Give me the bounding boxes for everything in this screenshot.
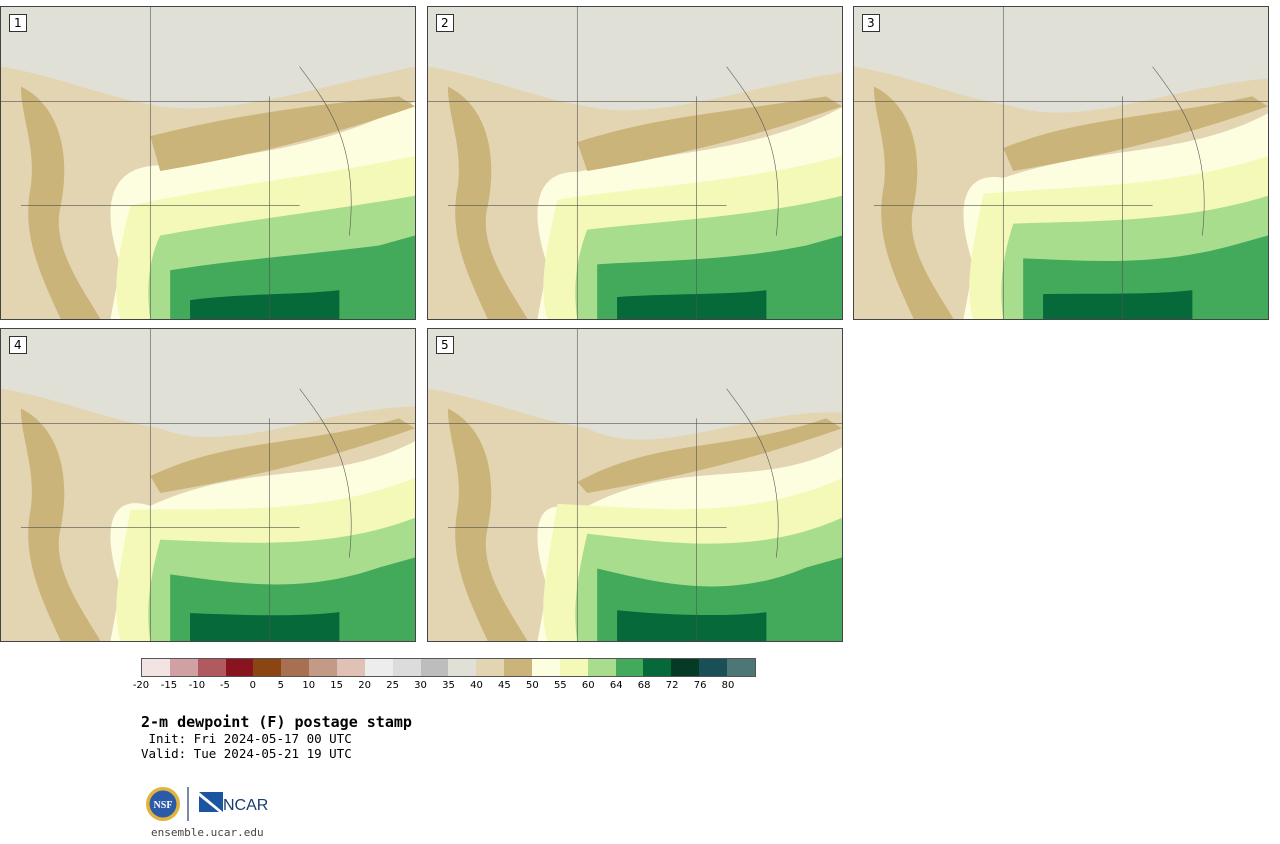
colorbar-tick-label: -10 [188, 680, 206, 691]
init-time: Init: Fri 2024-05-17 00 UTC [141, 731, 352, 746]
colorbar-segment [281, 659, 310, 676]
colorbar-tick-label: 35 [442, 680, 455, 691]
colorbar-tick-label: -5 [219, 680, 230, 691]
source-url: ensemble.ucar.edu [151, 826, 264, 839]
colorbar-segment [253, 659, 282, 676]
green-core [190, 612, 340, 641]
logos: NSF NCAR [146, 787, 268, 821]
colorbar-tick-label: -20 [132, 680, 150, 691]
ncar-logo-icon: NCAR [199, 792, 268, 814]
green-core [190, 290, 340, 319]
state-borders [428, 329, 842, 641]
colorbar-segment [337, 659, 365, 676]
gray-field [1, 329, 415, 438]
plot-title: 2-m dewpoint (F) postage stamp [141, 713, 412, 731]
colorbar-segment [559, 659, 588, 676]
state-borders [1, 329, 415, 641]
dewpoint-map-2 [428, 7, 842, 319]
colorbar-tick-label: 40 [470, 680, 483, 691]
nsf-logo-text: NSF [154, 800, 173, 811]
dry-band [447, 86, 528, 319]
colorbar-tick-label: 20 [358, 680, 371, 691]
colorbar-segment [169, 659, 198, 676]
colorbar-segment [671, 659, 700, 676]
colorbar-segment [699, 659, 728, 676]
dry-band [873, 86, 954, 319]
colorbar-tick-label: 76 [693, 680, 707, 691]
map-panel-1: 1 [0, 6, 416, 320]
colorbar-tick-label: 10 [302, 680, 316, 691]
valid-time: Valid: Tue 2024-05-21 19 UTC [141, 746, 352, 761]
colorbar-segment [504, 659, 533, 676]
colorbar-segment [643, 659, 672, 676]
green-core [617, 290, 767, 319]
colorbar-segment [392, 659, 421, 676]
colorbar-tick-label: 64 [609, 680, 623, 691]
ncar-logo-text: NCAR [223, 797, 268, 814]
colorbar-tick-label: 30 [414, 680, 427, 691]
panel-label: 2 [436, 14, 454, 32]
dry-band-north [577, 96, 842, 171]
map-panel-4: 4 [0, 328, 416, 642]
dewpoint-map-3 [854, 7, 1268, 319]
colorbar-segment [225, 659, 254, 676]
colorbar-tick-label: 15 [330, 680, 344, 691]
colorbar-segment [615, 659, 644, 676]
panel-label: 1 [9, 14, 27, 32]
colorbar-segment [420, 659, 449, 676]
gray-field [428, 329, 842, 440]
dewpoint-map-1 [1, 7, 415, 319]
panel-label: 3 [862, 14, 880, 32]
dewpoint-map-4 [1, 329, 415, 641]
colorbar-tick-label: 68 [637, 680, 651, 691]
dewpoint-map-5 [428, 329, 842, 641]
colorbar-segment [364, 659, 393, 676]
dry-band [20, 408, 101, 641]
colorbar-tick-label: 45 [498, 680, 511, 691]
colorbar [141, 658, 756, 677]
map-panel-3: 3 [853, 6, 1269, 320]
colorbar-tick-label: -15 [160, 680, 178, 691]
green-core [1043, 290, 1193, 319]
panel-label: 5 [436, 336, 454, 354]
green-core [617, 610, 767, 641]
colorbar-ticks: -20 -15 -10 -5 0 5 10 15 20 25 30 35 40 45 50 55 60 64 68 7… [133, 680, 756, 694]
colorbar-tick-label: 0 [249, 680, 256, 691]
colorbar-tick-label: 5 [277, 680, 284, 691]
dry-band-north [577, 418, 842, 493]
colorbar-tick-label: 72 [665, 680, 679, 691]
state-borders [428, 7, 842, 319]
colorbar-segment [309, 659, 338, 676]
colorbar-tick-label: 55 [553, 680, 567, 691]
colorbar-segment [532, 659, 560, 676]
gray-field [854, 7, 1268, 113]
dry-band [447, 408, 528, 641]
colorbar-tick-label: 60 [581, 680, 595, 691]
dry-band-north [150, 418, 415, 493]
map-panel-2: 2 [427, 6, 843, 320]
dry-band-north [1003, 96, 1268, 171]
colorbar-segment [476, 659, 505, 676]
panel-label: 4 [9, 336, 27, 354]
colorbar-segment [727, 659, 755, 676]
state-borders [1, 7, 415, 319]
colorbar-segment [197, 659, 226, 676]
gray-field [428, 7, 842, 111]
dry-band [20, 86, 101, 319]
colorbar-tick-label: 25 [386, 680, 399, 691]
dry-band-north [150, 96, 415, 171]
colorbar-segment [587, 659, 616, 676]
colorbar-tick-label: 80 [721, 680, 735, 691]
map-panel-5: 5 [427, 328, 843, 642]
colorbar-segment [448, 659, 477, 676]
state-borders [854, 7, 1268, 319]
colorbar-segment [142, 659, 170, 676]
colorbar-tick-label: 50 [525, 680, 539, 691]
nsf-logo-icon: NSF [146, 787, 180, 821]
